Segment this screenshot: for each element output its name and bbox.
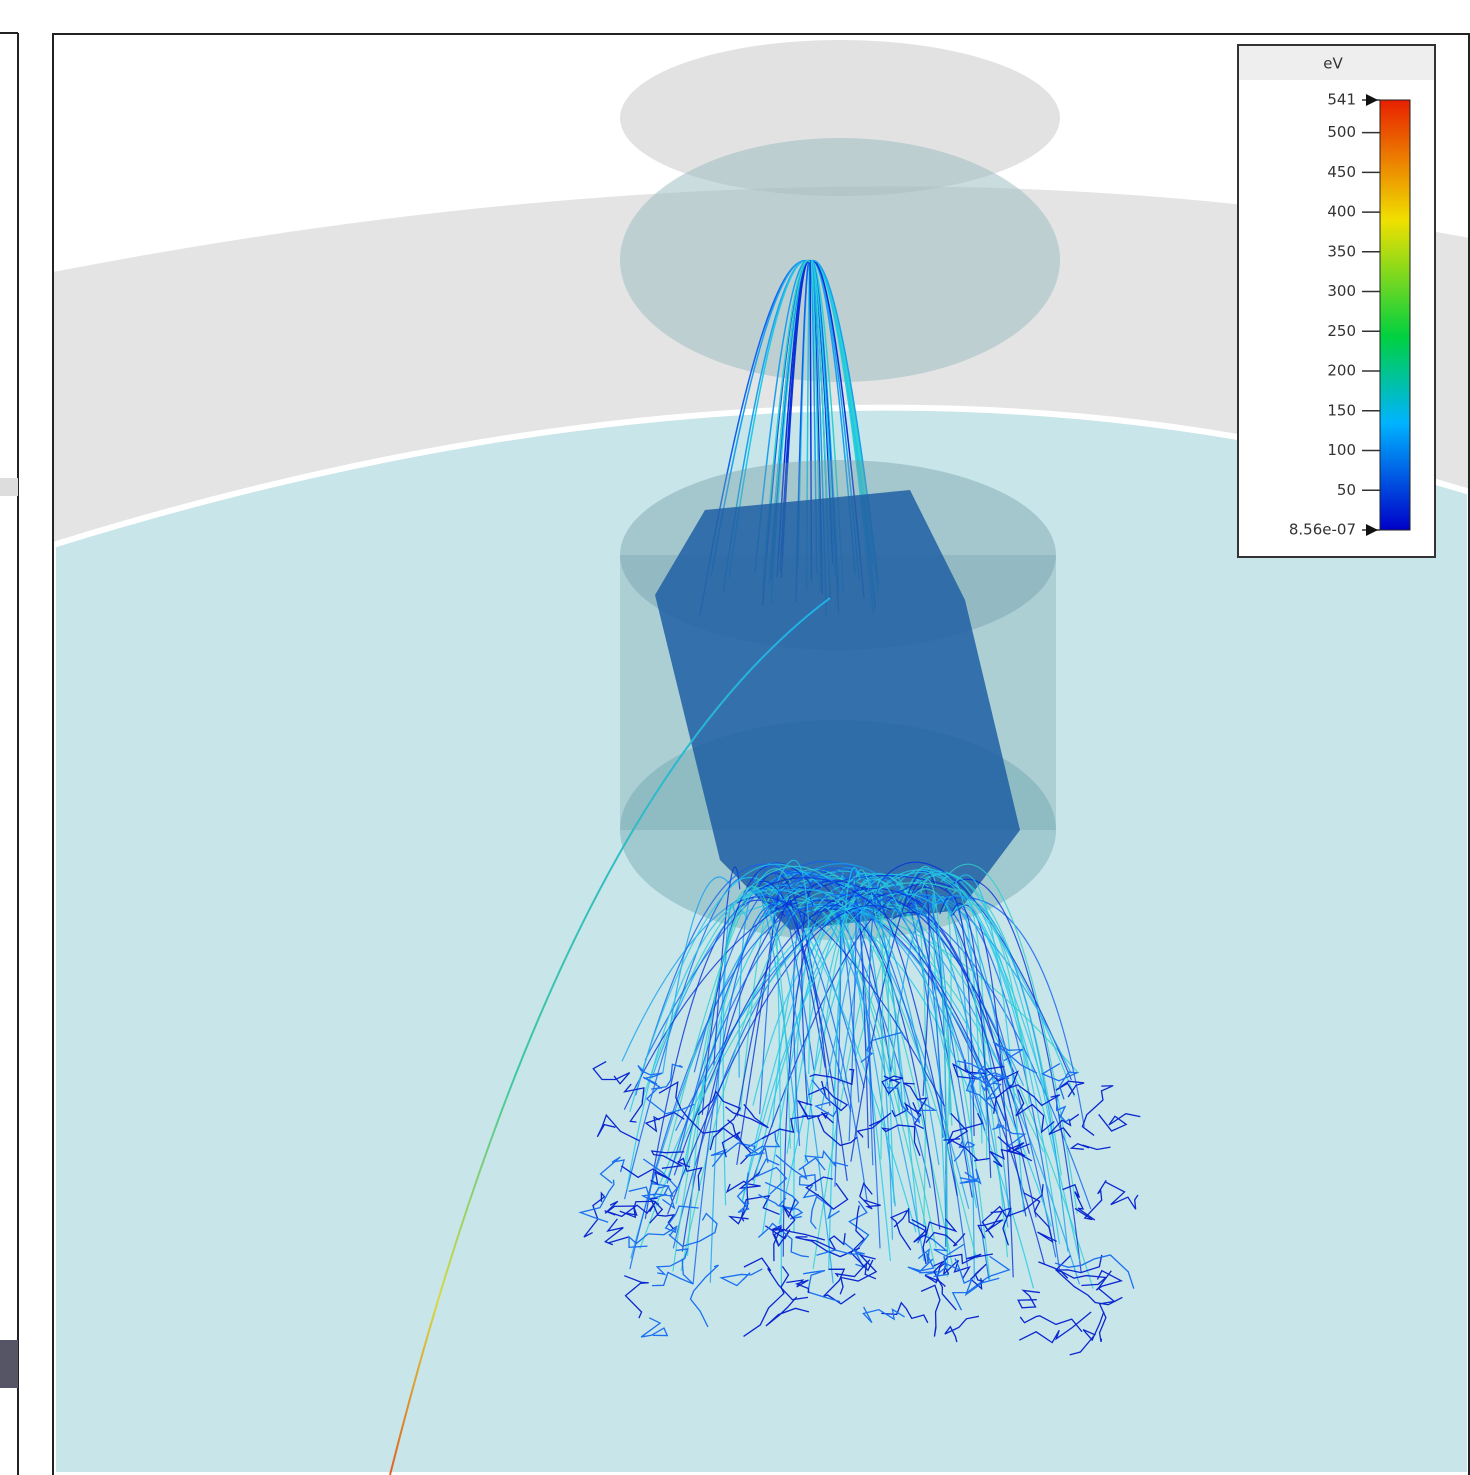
- tick-label: 8.56e-07: [1289, 521, 1356, 539]
- color-bar: [1380, 100, 1410, 530]
- legend: eV 500 450 400 350 300 250 200 150 100 50 541 8.56e…: [1238, 45, 1435, 557]
- tick-label: 541: [1327, 91, 1356, 109]
- page: {"legend": {"title": "eV", "max": 541, "…: [0, 0, 1470, 1475]
- tick-label: 50: [1337, 481, 1356, 499]
- tick-label: 500: [1327, 123, 1356, 141]
- tick-label: 250: [1327, 322, 1356, 340]
- tick-label: 350: [1327, 242, 1356, 260]
- tick-label: 300: [1327, 282, 1356, 300]
- tick-label: 200: [1327, 362, 1356, 380]
- legend-title: eV: [1323, 55, 1343, 73]
- panel-fragment: [0, 478, 18, 496]
- tick-label: 150: [1327, 401, 1356, 419]
- tick-label: 100: [1327, 441, 1356, 459]
- tick-label: 450: [1327, 163, 1356, 181]
- viewer: eV 500 450 400 350 300 250 200 150 100 50 541 8.56e…: [0, 0, 1470, 1475]
- tick-label: 400: [1327, 203, 1356, 221]
- panel-fragment: [0, 1340, 18, 1388]
